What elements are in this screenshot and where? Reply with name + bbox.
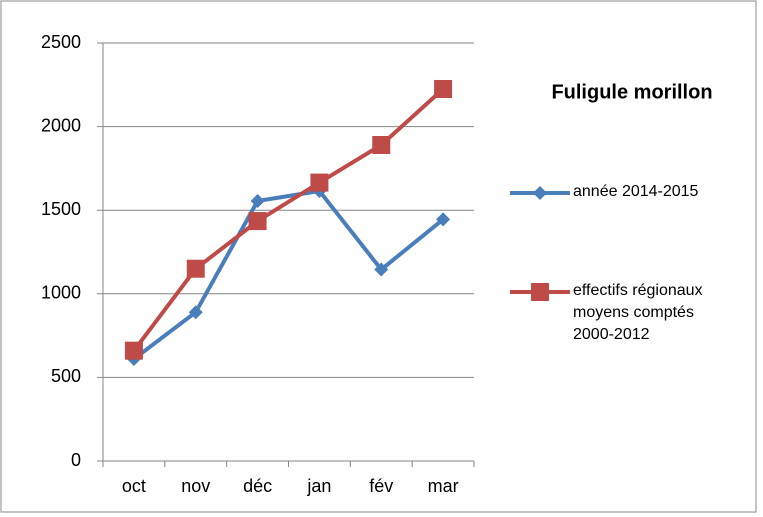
series-line: [132, 188, 445, 361]
x-tick-label: déc: [243, 476, 272, 496]
x-tick-label: fév: [369, 476, 393, 496]
data-point: [186, 259, 205, 278]
y-tick-label: 2500: [41, 32, 81, 52]
y-tick-label: 0: [71, 450, 81, 470]
series-line: [132, 87, 445, 352]
x-tick-label: jan: [306, 476, 331, 496]
data-point: [310, 173, 329, 192]
data-point: [124, 341, 143, 360]
y-tick-label: 1500: [41, 199, 81, 219]
x-tick-label: oct: [122, 476, 146, 496]
x-tick-label: nov: [181, 476, 210, 496]
data-point: [188, 305, 203, 320]
data-point: [374, 262, 389, 277]
x-tick-label: mar: [428, 476, 459, 496]
legend-marker: [531, 283, 549, 301]
y-tick-label: 1000: [41, 283, 81, 303]
y-tick-label: 500: [51, 366, 81, 386]
data-point: [250, 194, 265, 209]
y-tick-label: 2000: [41, 115, 81, 135]
data-point: [248, 212, 267, 231]
legend-label: année 2014-2015: [573, 183, 699, 200]
data-point: [434, 79, 453, 98]
legend-marker: [533, 186, 547, 200]
chart-title: Fuligule morillon: [551, 81, 712, 103]
legend-label: effectifs régionaux moyens comptés 2000-…: [573, 282, 703, 343]
data-point: [436, 212, 451, 227]
data-point: [372, 135, 391, 154]
